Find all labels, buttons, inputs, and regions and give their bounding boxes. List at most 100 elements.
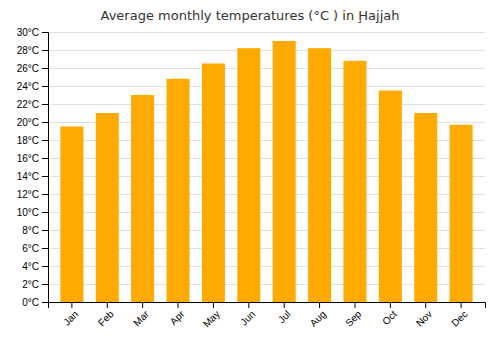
bar [414,113,437,302]
y-tick-mark [42,212,48,213]
x-tick-mark [107,302,108,308]
bar [308,48,331,302]
y-tick: 24°C [17,81,48,92]
y-tick-mark [42,266,48,267]
y-tick: 16°C [17,153,48,164]
x-tick-label: May [201,308,222,329]
x-tick-label: Jan [61,308,80,327]
x-tick: Jan [61,302,80,328]
grid-line [48,68,485,69]
y-tick: 20°C [17,117,48,128]
chart: 0°C 2°C 4°C 6°C 8°C 10°C 12°C 14°C 16°C 18°C 20°C 2… [0,0,500,350]
bar [60,127,83,303]
y-axis-line [42,33,49,303]
y-tick: 26°C [17,63,48,74]
y-tick: 2°C [22,279,48,290]
x-tick-mark [142,302,143,308]
y-tick: 8°C [22,225,48,236]
x-tick: Oct [380,302,399,327]
y-tick-mark [42,68,48,69]
x-axis-line [49,303,486,309]
y-tick-label: 18°C [17,135,39,146]
y-tick: 22°C [17,99,48,110]
y-tick-label: 2°C [22,279,39,290]
y-tick-label: 10°C [17,207,39,218]
x-tick-mark [213,302,214,308]
y-tick-label: 28°C [17,45,39,56]
title: Average monthly temperatures (°C ) in Ḩa… [101,8,400,23]
plot: 0°C 2°C 4°C 6°C 8°C 10°C 12°C 14°C 16°C 18°C 20°C 2… [17,27,486,330]
y-tick-mark [42,32,48,33]
y-tick-label: 6°C [22,243,39,254]
y-tick-label: 4°C [22,261,39,272]
y-tick: 10°C [17,207,48,218]
y-tick-label: 16°C [17,153,39,164]
y-tick-mark [42,158,48,159]
x-tick-mark [248,302,249,308]
y-tick: 6°C [22,243,48,254]
y-tick-mark [42,194,48,195]
grid [48,33,485,303]
x-tick: Dec [449,302,469,329]
y-tick-mark [42,50,48,51]
y-tick: 30°C [17,27,48,38]
y-tick: 18°C [17,135,48,146]
y-tick-label: 0°C [22,297,39,308]
bar [343,61,366,302]
grid-tick [48,104,485,105]
x-tick-mark [425,302,426,308]
y-tick-mark [42,86,48,87]
x-tick-mark [390,302,391,308]
y-tick-mark [42,302,48,303]
x-tick: Mar [131,302,151,328]
x-tick: Jun [238,302,257,328]
y-tick: 28°C [17,45,48,56]
bar [96,113,119,302]
bar [273,41,296,302]
x-tick: Jul [276,302,293,325]
y-tick-label: 30°C [17,27,39,38]
x-tick: Aug [308,302,328,329]
x-tick-label: Feb [96,308,116,328]
bar [202,64,225,303]
y-tick-mark [42,140,48,141]
y-tick-label: 8°C [22,225,39,236]
y-tick-mark [42,122,48,123]
bar [167,79,190,302]
grid-line [48,104,485,105]
x-tick-mark [319,302,320,308]
y-tick-mark [42,104,48,105]
y-tick-mark [42,248,48,249]
x-tick-label: Jun [238,308,257,327]
grid-line [48,32,485,33]
bar [131,95,154,302]
y-tick-label: 12°C [17,189,39,200]
x-tick: Sep [343,302,364,329]
x-axis: JanFebMarAprMayJunJulAugSepOctNovDec [49,302,486,330]
y-tick-label: 14°C [17,171,39,182]
grid-line [48,50,485,51]
bars [60,41,472,302]
bar [237,48,260,302]
bar [450,125,473,302]
y-tick: 0°C [22,297,48,308]
y-tick-mark [42,176,48,177]
y-tick: 12°C [17,189,48,200]
y-axis: 0°C 2°C 4°C 6°C 8°C 10°C 12°C 14°C 16°C 18°C 20°C 2… [17,27,49,308]
x-tick-mark [461,302,462,308]
x-tick: Nov [414,302,434,329]
grid-tick [48,68,485,69]
y-tick-label: 26°C [17,63,39,74]
grid-tick [48,86,485,87]
x-tick-mark [71,302,72,308]
y-tick-label: 24°C [17,81,39,92]
x-tick-mark [178,302,179,308]
bar [379,91,402,303]
x-tick-label: Nov [414,308,434,328]
grid-line [48,86,485,87]
x-tick: May [201,302,222,330]
grid-tick [48,50,485,51]
grid-tick [48,32,485,33]
x-tick-label: Sep [343,308,364,329]
x-tick-label: Dec [449,308,469,328]
